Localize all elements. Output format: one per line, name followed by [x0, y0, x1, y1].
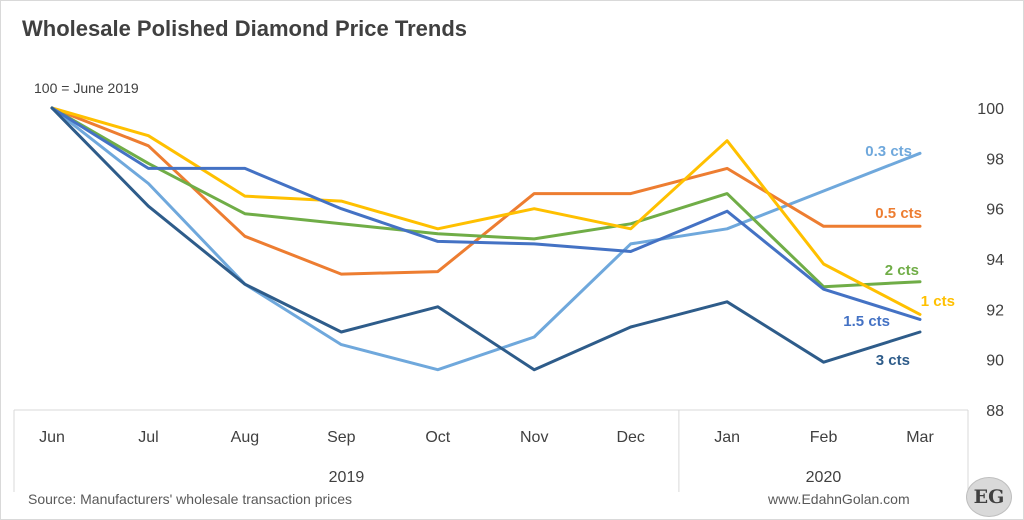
website-link[interactable]: www.EdahnGolan.com — [768, 491, 910, 507]
series-line — [50, 106, 922, 316]
source-note: Source: Manufacturers' wholesale transac… — [28, 491, 353, 507]
series-label: 3 cts — [876, 352, 910, 369]
year-label: 2019 — [329, 469, 365, 486]
axes: 2019 2020 Jun Jul Aug Sep Oct Nov Dec Jan Feb Mar 88… — [13, 101, 1004, 492]
series-line — [50, 106, 922, 321]
y-tick-label: 88 — [986, 403, 1004, 420]
x-tick-label: Sep — [327, 429, 356, 446]
y-tick-label: 98 — [986, 151, 1004, 168]
y-tick-label: 90 — [986, 353, 1004, 370]
y-tick-label: 92 — [986, 302, 1004, 319]
x-tick-label: Jun — [39, 429, 65, 446]
series-label: 1 cts — [921, 293, 955, 310]
y-tick-label: 100 — [977, 101, 1004, 118]
x-tick-label: Oct — [425, 429, 450, 446]
series-label: 1.5 cts — [843, 313, 890, 330]
series-label: 0.3 cts — [865, 143, 912, 160]
x-tick-label: Nov — [520, 429, 548, 446]
series-label: 2 cts — [885, 262, 919, 279]
series-lines — [50, 106, 922, 372]
y-tick-label: 96 — [986, 202, 1004, 219]
x-tick-label: Feb — [810, 429, 838, 446]
eg-logo: EG — [966, 477, 1012, 517]
x-tick-label: Jan — [714, 429, 740, 446]
series-line — [50, 106, 922, 372]
year-label: 2020 — [806, 469, 842, 486]
x-tick-label: Mar — [906, 429, 934, 446]
x-tick-label: Aug — [231, 429, 259, 446]
series-label: 0.5 cts — [875, 205, 922, 222]
x-tick-label: Dec — [616, 429, 644, 446]
series-line — [50, 106, 922, 289]
y-tick-label: 94 — [986, 252, 1004, 269]
x-tick-label: Jul — [138, 429, 158, 446]
series-line — [50, 106, 922, 372]
chart-title: Wholesale Polished Diamond Price Trends — [22, 16, 468, 41]
series-line — [50, 106, 922, 276]
index-note: 100 = June 2019 — [34, 80, 139, 96]
